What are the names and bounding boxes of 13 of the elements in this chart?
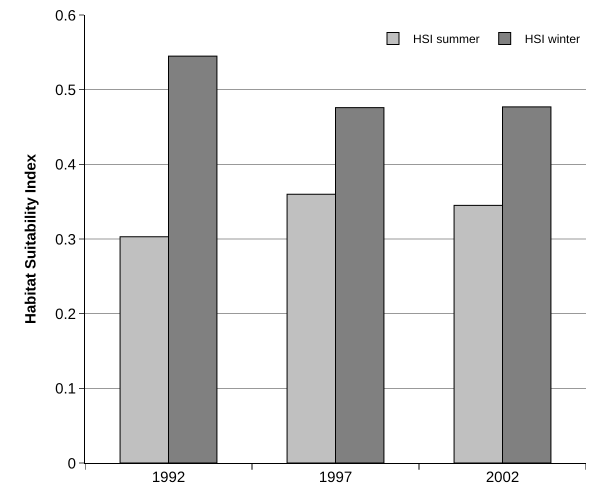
x-tick-label: 1992 [152, 469, 186, 486]
legend-label: HSI summer [413, 32, 480, 46]
x-tick-label: 1997 [318, 469, 352, 486]
y-tick-label: 0.5 [55, 82, 76, 99]
y-axis-title: Habitat Suitability Index [22, 153, 40, 324]
y-tick-label: 0.6 [55, 7, 76, 24]
y-tick-label: 0.3 [55, 231, 76, 248]
y-tick-label: 0.2 [55, 306, 76, 323]
legend-label: HSI winter [524, 32, 580, 46]
y-tick-label: 0.4 [55, 156, 76, 174]
y-tick-label: 0.1 [55, 380, 76, 398]
y-tick-label: 0 [68, 455, 76, 472]
x-tick-label: 2002 [486, 469, 520, 486]
